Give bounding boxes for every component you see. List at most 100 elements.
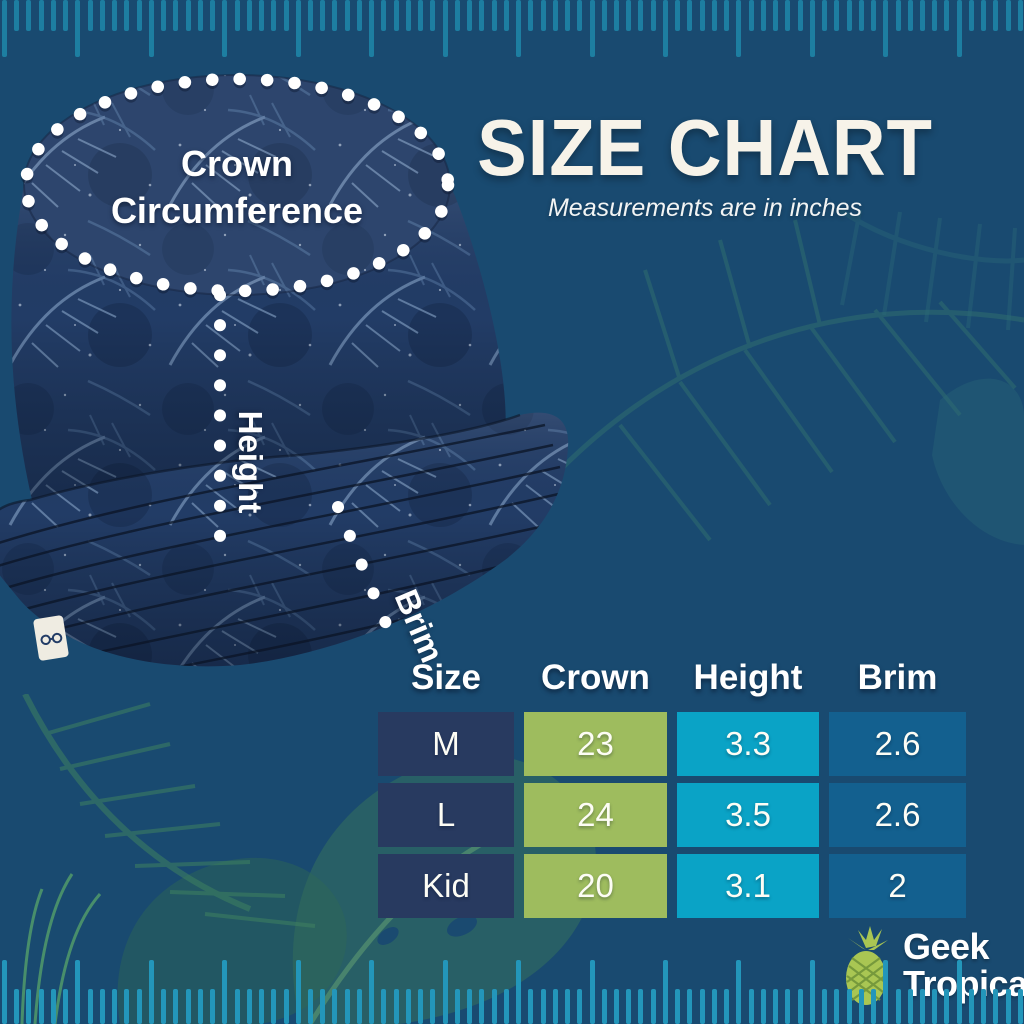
ruler-tick [26,989,32,1024]
table-row: M 23 3.3 2.6 [378,712,966,776]
ruler-tick [614,0,619,31]
ruler-tick [63,0,69,31]
ruler-tick [626,0,632,31]
ruler-tick [332,0,338,31]
cell-size: M [378,712,514,776]
ruler-tick [699,989,705,1024]
ruler-tick [724,989,730,1024]
ruler-tick [454,0,460,31]
cell-height: 3.5 [677,783,819,847]
ruler-tick [1017,0,1023,31]
ruler-tick [638,989,644,1024]
ruler-tick [516,0,522,57]
ruler-tick [883,0,889,57]
ruler-tick [614,989,619,1024]
ruler-tick [687,0,693,31]
tropical-leaves-right [560,210,1024,545]
monstera-right-edge [932,378,1024,545]
ruler-tick [993,0,999,31]
cell-crown: 23 [524,712,667,776]
ruler-tick [344,989,350,1024]
cell-brim: 2.6 [829,783,966,847]
ruler-tick [356,989,362,1024]
hat-tag [33,615,69,661]
grass-blades [20,873,102,1024]
ruler-tick [650,0,656,31]
col-header-height: Height [693,658,803,697]
ruler-tick [430,989,436,1024]
ruler-tick [846,0,852,31]
ruler-tick [234,0,240,31]
ruler-tick [308,0,313,31]
ruler-tick [173,0,179,31]
ruler-tick [197,0,203,31]
ruler-tick [442,0,448,57]
ruler-tick [871,0,877,31]
ruler-tick [711,989,717,1024]
ruler-tick [540,989,546,1024]
ruler-tick [675,989,681,1024]
ruler-tick [210,0,216,31]
title-block: SIZE CHART Measurements are in inches [455,108,955,223]
ruler-tick [528,989,534,1024]
ruler-tick [687,989,693,1024]
ruler-tick [540,0,546,31]
palm-frond [560,219,1024,542]
ruler-tick [797,989,803,1024]
ruler-tick [87,0,93,31]
ruler-tick [956,0,962,57]
ruler-tick [63,989,69,1024]
ruler-tick [711,0,717,31]
col-header-crown: Crown [541,658,650,697]
ruler-tick [87,989,93,1024]
ruler-tick [369,0,375,57]
ruler-tick [760,989,766,1024]
crown-circumference-label: Crown Circumference [32,140,442,234]
ruler-tick [393,989,399,1024]
ruler-tick [809,960,815,1024]
pineapple-icon [846,926,888,1005]
ruler-tick [822,0,828,31]
ruler-tick [968,0,974,31]
ruler-tick [173,989,179,1024]
height-label: Height [232,410,269,514]
ruler-tick [577,989,583,1024]
ruler-tick [418,989,424,1024]
ruler-tick [283,0,289,31]
ruler-tick [736,0,742,57]
ruler-tick [528,0,534,31]
ruler-tick [565,0,571,31]
ruler-tick [552,0,558,31]
ruler-tick [161,0,167,31]
ruler-tick [320,0,326,31]
cell-height: 3.3 [677,712,819,776]
ruler-tick [907,0,913,31]
ruler-tick [246,0,252,31]
crown-circumference-dotted-ellipse [19,72,455,301]
col-header-size: Size [410,658,482,697]
ruler-tick [295,960,301,1024]
ruler-tick [222,0,228,57]
ruler-tick [638,0,644,31]
ruler-tick [344,0,350,31]
ruler-tick [185,989,191,1024]
ruler-tick [112,989,118,1024]
ruler-tick [234,989,240,1024]
ruler-tick [662,0,668,57]
ruler-tick [381,989,387,1024]
ruler-tick [503,0,509,31]
ruler-tick [26,0,32,31]
ruler-tick [308,989,313,1024]
ruler-tick [124,989,130,1024]
glasses-icon [40,632,63,646]
crown-label-line1: Crown [181,143,293,184]
ruler-tick [932,0,938,31]
ruler-tick [124,0,130,31]
ruler-tick [467,0,473,31]
ruler-tick [773,989,779,1024]
bucket-hat-illustration [0,72,569,667]
ruler-tick [356,0,362,31]
ruler-tick [271,0,277,31]
palm-frond [22,694,316,928]
